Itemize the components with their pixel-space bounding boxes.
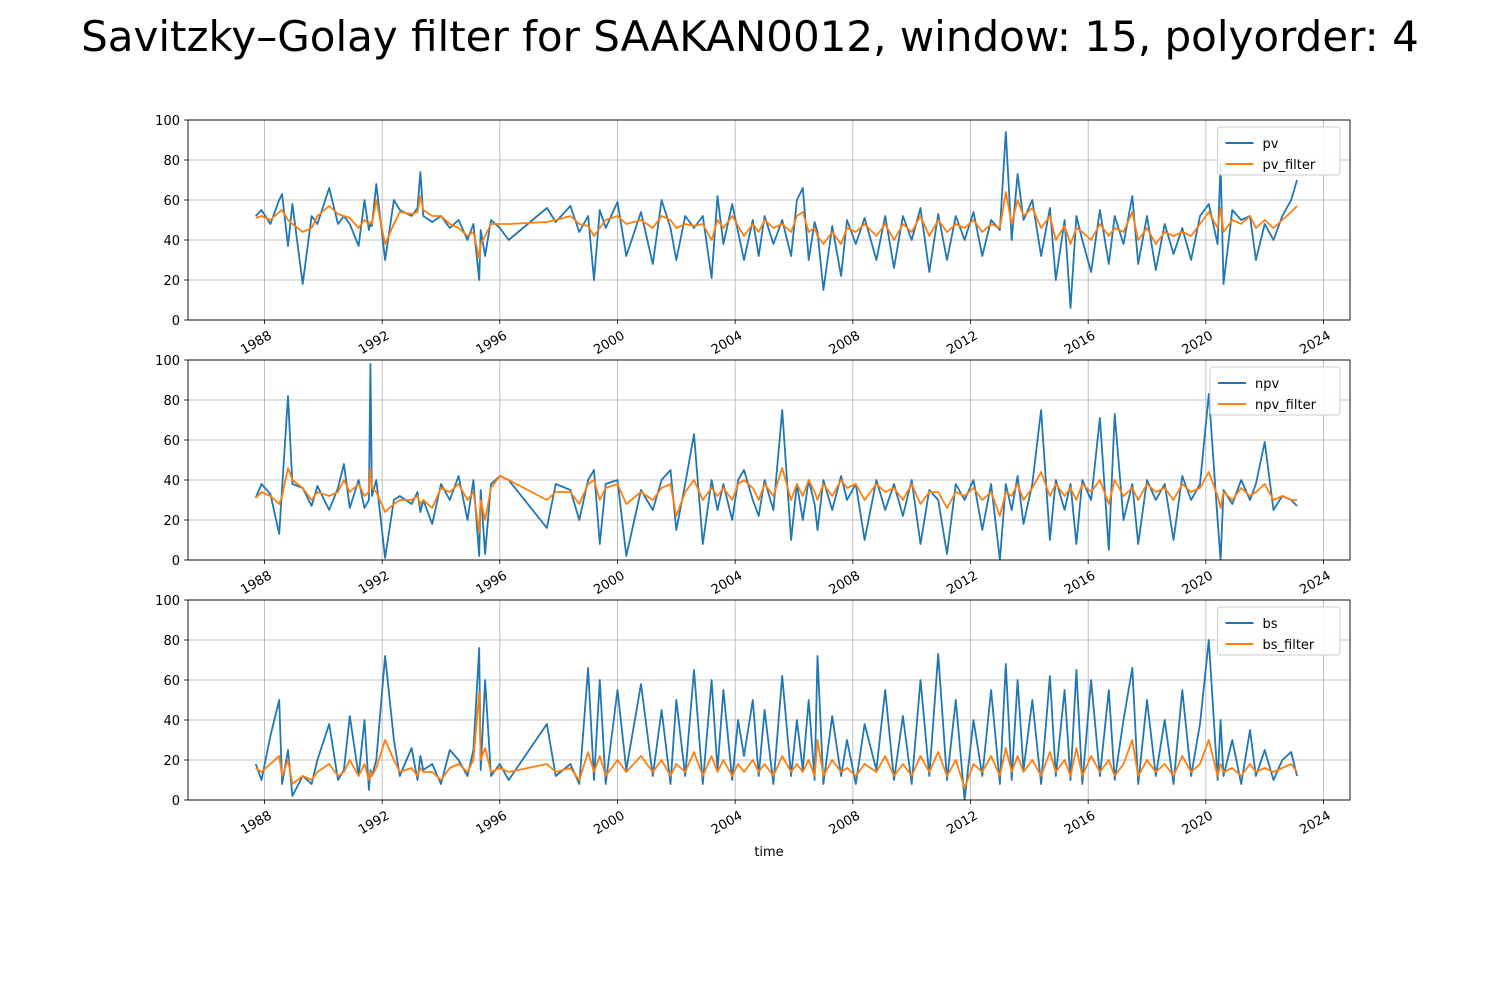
x-tick-label: 2024 [1297,808,1333,838]
series-line-pv [255,131,1298,309]
axes-frame [187,119,1351,321]
y-tick-label: 80 [163,394,180,409]
x-tick-label: 2000 [591,328,627,358]
legend-label: npv_filter [1255,398,1317,413]
x-tick-label: 1988 [238,568,274,598]
x-tick-label: 1996 [474,568,510,598]
axes-frame [187,599,1351,801]
x-tick-label: 2016 [1062,328,1098,358]
x-tick-label: 1988 [238,328,274,358]
y-tick-label: 60 [163,194,180,209]
y-tick-label: 0 [172,314,180,329]
y-tick-label: 20 [163,274,180,289]
legend-label: pv_filter [1263,158,1316,173]
x-tick-label: 2016 [1062,808,1098,838]
x-tick-label: 2012 [944,568,980,598]
legend-label: npv [1255,377,1279,392]
x-tick-label: 2024 [1297,328,1333,358]
x-tick-label: 1996 [474,328,510,358]
x-tick-label: 2020 [1180,808,1216,838]
subplot-2: 0 20 40 60 80 100 1988 1992 1996 2000 2004 2008 2012… [155,354,1351,598]
y-tick-label: 80 [163,154,180,169]
y-tick-label: 0 [172,554,180,569]
x-tick-label: 1996 [474,808,510,838]
y-tick-label: 80 [163,634,180,649]
y-tick-label: 40 [163,474,180,489]
x-tick-label: 2008 [827,568,863,598]
x-tick-label: 2000 [591,808,627,838]
x-tick-label: 2000 [591,568,627,598]
y-tick-label: 20 [163,514,180,529]
series-line-bs_filter [255,691,1298,789]
y-tick-label: 60 [163,434,180,449]
series-line-npv_filter [255,467,1297,533]
y-tick-label: 0 [172,794,180,809]
x-tick-label: 2024 [1297,568,1333,598]
subplot-1: 0 20 40 60 80 100 1988 1992 1996 2000 2004 2008 2012… [155,114,1351,358]
x-tick-label: 2004 [709,808,745,838]
x-tick-label: 2004 [709,568,745,598]
x-tick-label: 1992 [356,808,392,838]
figure-title: Savitzky–Golay filter for SAAKAN0012, wi… [81,12,1419,61]
y-tick-label: 60 [163,674,180,689]
x-tick-label: 2020 [1180,568,1216,598]
x-tick-label: 2020 [1180,328,1216,358]
legend-label: bs_filter [1263,638,1315,653]
x-axis-label: time [754,845,783,860]
x-tick-label: 2016 [1062,568,1098,598]
x-tick-label: 2008 [827,808,863,838]
y-tick-label: 100 [155,114,180,129]
y-tick-label: 20 [163,754,180,769]
series-line-pv_filter [255,191,1298,259]
axes-frame [187,359,1351,561]
x-tick-label: 1988 [238,808,274,838]
legend-label: pv [1263,137,1279,152]
x-tick-label: 2008 [827,328,863,358]
x-tick-label: 2004 [709,328,745,358]
y-tick-label: 100 [155,594,180,609]
y-tick-label: 40 [163,714,180,729]
series-line-npv [254,363,1298,560]
x-tick-label: 1992 [356,328,392,358]
legend-label: bs [1263,617,1278,632]
x-tick-label: 2012 [944,808,980,838]
y-tick-label: 40 [163,234,180,249]
x-tick-label: 2012 [944,328,980,358]
subplot-3: 0 20 40 60 80 100 1988 1992 1996 2000 2004 2008 2012… [155,594,1351,860]
y-tick-label: 100 [155,354,180,369]
x-tick-label: 1992 [356,568,392,598]
